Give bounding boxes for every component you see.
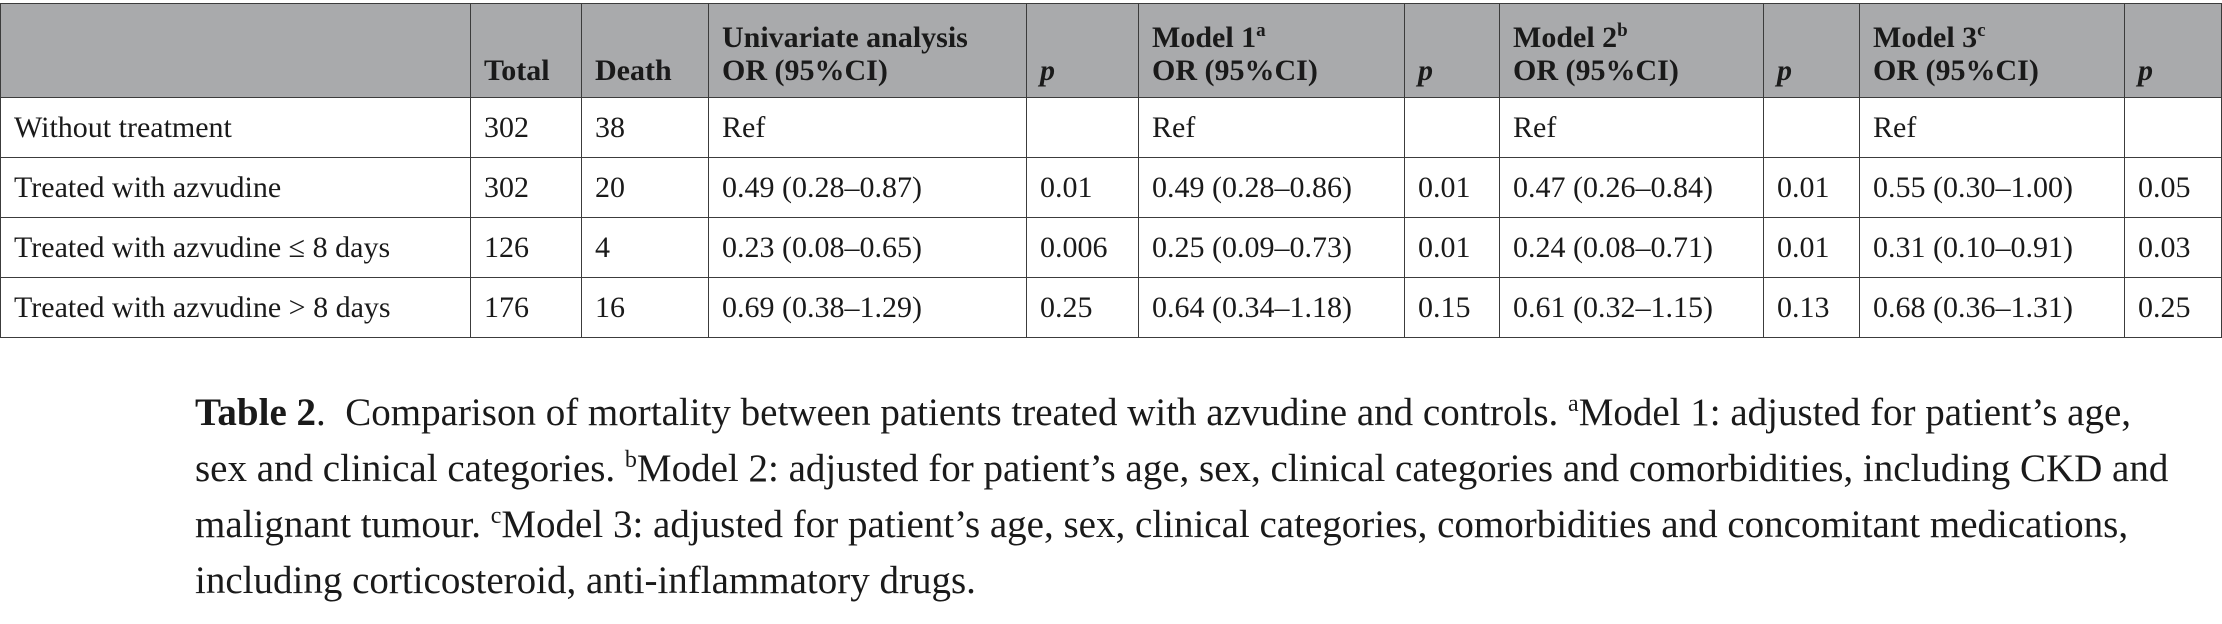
row-label: Treated with azvudine > 8 days (0, 277, 471, 338)
cell-model-3-or: 0.31 (0.10–0.91) (1859, 217, 2125, 278)
header-model-3-footnote-mark: c (1977, 20, 1986, 41)
header-p-model-2: p (1763, 3, 1860, 98)
cell-model-3-or: 0.55 (0.30–1.00) (1859, 157, 2125, 218)
header-death: Death (581, 3, 709, 98)
table-row-treated-azvudine: Treated with azvudine 302 20 0.49 (0.28–… (0, 157, 2222, 218)
cell-model-1-or: 0.49 (0.28–0.86) (1138, 157, 1405, 218)
comparison-table: Total Death Univariate analysis OR (95%C… (0, 3, 2222, 338)
header-univariate-title: Univariate analysis (722, 21, 968, 54)
header-p-univariate: p (1026, 3, 1139, 98)
header-model-3: Model 3c OR (95%CI) (1859, 3, 2125, 98)
header-univariate: Univariate analysis OR (95%CI) (708, 3, 1027, 98)
caption-note-c: Model 3: adjusted for patient’s age, sex… (195, 503, 2129, 602)
caption-label-suffix: . (316, 391, 326, 434)
cell-univariate-or: 0.23 (0.08–0.65) (708, 217, 1027, 278)
caption-note-b: Model 2: adjusted for patient’s age, sex… (195, 447, 2169, 546)
caption-note-b-mark: b (624, 447, 637, 473)
caption-note-c-mark: c (490, 503, 502, 529)
cell-univariate-p: 0.01 (1026, 157, 1139, 218)
header-model-3-or: OR (95%CI) (1873, 54, 2039, 87)
cell-death: 16 (581, 277, 709, 338)
header-model-1-title: Model 1 (1152, 21, 1257, 54)
cell-model-2-or: 0.61 (0.32–1.15) (1499, 277, 1764, 338)
cell-model-2-p: 0.01 (1763, 217, 1860, 278)
header-model-3-title: Model 3 (1873, 21, 1978, 54)
cell-univariate-or: Ref (708, 97, 1027, 158)
cell-model-2-or: 0.47 (0.26–0.84) (1499, 157, 1764, 218)
cell-model-1-p: 0.01 (1404, 217, 1500, 278)
cell-total: 126 (470, 217, 582, 278)
cell-model-3-p (2124, 97, 2222, 158)
table-caption: Table 2. Comparison of mortality between… (195, 385, 2185, 609)
row-label: Treated with azvudine (0, 157, 471, 218)
row-label: Treated with azvudine ≤ 8 days (0, 217, 471, 278)
header-model-1: Model 1a OR (95%CI) (1138, 3, 1405, 98)
table-row-azvudine-gt-8-days: Treated with azvudine > 8 days 176 16 0.… (0, 277, 2222, 338)
cell-model-1-p: 0.01 (1404, 157, 1500, 218)
cell-model-3-or: Ref (1859, 97, 2125, 158)
caption-title: Comparison of mortality between patients… (345, 391, 1559, 434)
cell-univariate-p: 0.006 (1026, 217, 1139, 278)
header-total: Total (470, 3, 582, 98)
table-row-without-treatment: Without treatment 302 38 Ref Ref Ref Ref (0, 97, 2222, 158)
cell-model-1-or: 0.64 (0.34–1.18) (1138, 277, 1405, 338)
table-row-azvudine-le-8-days: Treated with azvudine ≤ 8 days 126 4 0.2… (0, 217, 2222, 278)
cell-model-1-or: 0.25 (0.09–0.73) (1138, 217, 1405, 278)
cell-death: 4 (581, 217, 709, 278)
table-header-row: Total Death Univariate analysis OR (95%C… (0, 3, 2222, 98)
row-label: Without treatment (0, 97, 471, 158)
cell-model-3-p: 0.03 (2124, 217, 2222, 278)
cell-model-2-p (1763, 97, 1860, 158)
cell-univariate-p: 0.25 (1026, 277, 1139, 338)
comparison-table-container: Total Death Univariate analysis OR (95%C… (0, 3, 2222, 338)
cell-univariate-or: 0.69 (0.38–1.29) (708, 277, 1027, 338)
header-p-model-1: p (1404, 3, 1500, 98)
caption-note-a-mark: a (1568, 391, 1579, 417)
cell-model-1-p: 0.15 (1404, 277, 1500, 338)
cell-model-2-or: 0.24 (0.08–0.71) (1499, 217, 1764, 278)
header-row-label (0, 3, 471, 98)
cell-death: 20 (581, 157, 709, 218)
header-model-2: Model 2b OR (95%CI) (1499, 3, 1764, 98)
header-p-model-3: p (2124, 3, 2222, 98)
header-model-2-or: OR (95%CI) (1513, 54, 1679, 87)
cell-univariate-p (1026, 97, 1139, 158)
cell-model-1-p (1404, 97, 1500, 158)
cell-model-1-or: Ref (1138, 97, 1405, 158)
cell-model-3-or: 0.68 (0.36–1.31) (1859, 277, 2125, 338)
header-univariate-or: OR (95%CI) (722, 54, 888, 87)
cell-total: 302 (470, 97, 582, 158)
header-model-2-title: Model 2 (1513, 21, 1618, 54)
header-model-1-or: OR (95%CI) (1152, 54, 1318, 87)
caption-label: Table 2 (195, 391, 317, 434)
cell-model-2-p: 0.13 (1763, 277, 1860, 338)
cell-model-2-p: 0.01 (1763, 157, 1860, 218)
cell-total: 302 (470, 157, 582, 218)
cell-model-3-p: 0.25 (2124, 277, 2222, 338)
cell-death: 38 (581, 97, 709, 158)
cell-univariate-or: 0.49 (0.28–0.87) (708, 157, 1027, 218)
caption-note-a: Model 1: adjusted for patient’s age, sex… (195, 391, 2132, 490)
cell-model-2-or: Ref (1499, 97, 1764, 158)
header-model-1-footnote-mark: a (1256, 20, 1266, 41)
cell-model-3-p: 0.05 (2124, 157, 2222, 218)
cell-total: 176 (470, 277, 582, 338)
header-model-2-footnote-mark: b (1617, 20, 1628, 41)
